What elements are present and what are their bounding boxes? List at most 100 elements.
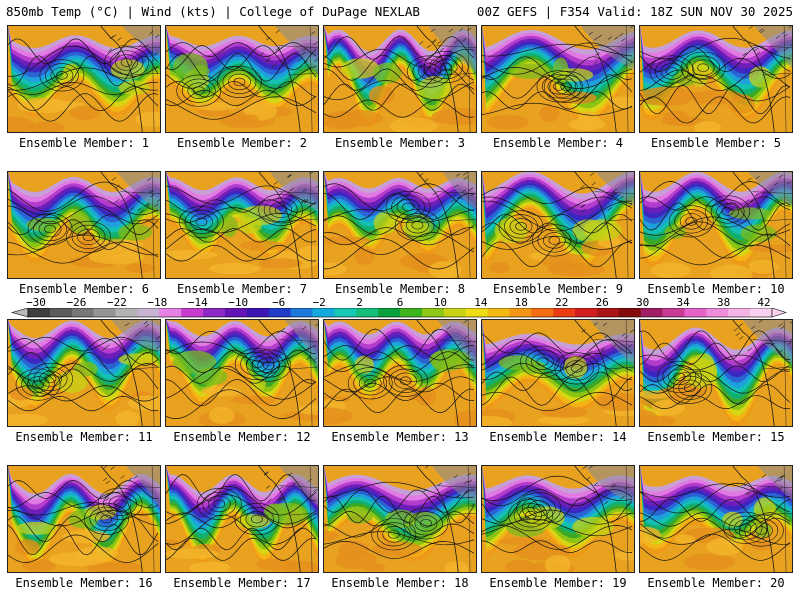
- colorbar-tick-label: 26: [595, 296, 609, 309]
- colorbar-tick-label: 38: [716, 296, 731, 309]
- colorbar-swatch: [312, 308, 335, 317]
- ensemble-member-map: [481, 465, 635, 573]
- colorbar-swatch: [290, 308, 313, 317]
- ensemble-member-map: [7, 171, 161, 279]
- ensemble-member-label: Ensemble Member: 1: [18, 136, 150, 150]
- ensemble-member-label: Ensemble Member: 4: [492, 136, 624, 150]
- ensemble-member-map: [323, 25, 477, 133]
- colorbar-swatch: [49, 308, 73, 317]
- ensemble-member-label: Ensemble Member: 7: [176, 282, 308, 296]
- chart-title: 850mb Temp (°C) | Wind (kts) | College o…: [6, 4, 420, 19]
- colorbar-swatch: [553, 308, 576, 317]
- colorbar-tick-label: −10: [228, 296, 249, 309]
- colorbar-swatch: [706, 308, 729, 317]
- colorbar-tick-label: −6: [272, 296, 286, 309]
- colorbar-swatch: [71, 308, 94, 317]
- ensemble-member-map: [639, 319, 793, 427]
- ensemble-member-label: Ensemble Member: 15: [647, 430, 785, 444]
- colorbar-swatch: [662, 308, 685, 317]
- ensemble-member-label: Ensemble Member: 10: [647, 282, 785, 296]
- colorbar-tick-label: 2: [356, 296, 363, 309]
- colorbar-swatch: [378, 308, 401, 317]
- colorbar-swatch: [137, 308, 160, 317]
- colorbar-swatch: [224, 308, 248, 317]
- valid-time-label: 00Z GEFS | F354 Valid: 18Z SUN NOV 30 20…: [476, 4, 793, 19]
- ensemble-member-label: Ensemble Member: 5: [650, 136, 782, 150]
- colorbar-max-arrow: [771, 308, 787, 318]
- ensemble-member-label: Ensemble Member: 17: [173, 576, 311, 590]
- ensemble-member-label: Ensemble Member: 20: [647, 576, 785, 590]
- temperature-colorbar: −30 −26 −22 −18 −14 −10 −6 −2 2 6 10 14 18 22 26 30 34 38…: [0, 296, 800, 320]
- colorbar-tick-label: 10: [433, 296, 448, 309]
- ensemble-member-map: [323, 171, 477, 279]
- colorbar-tick-labels: −30 −26 −22 −18 −14 −10 −6 −2 2 6 10 14 18 22 26 30 34 38…: [0, 296, 800, 309]
- ensemble-member-map: [639, 465, 793, 573]
- ensemble-member-label: Ensemble Member: 16: [15, 576, 153, 590]
- colorbar-tick-label: −30: [26, 296, 46, 309]
- ensemble-member-map: [7, 465, 161, 573]
- colorbar-swatch: [750, 308, 773, 317]
- ensemble-member-map: [7, 319, 161, 427]
- colorbar-swatch: [728, 308, 751, 317]
- colorbar-min-arrow: [10, 308, 29, 318]
- ensemble-member-map: [7, 25, 161, 133]
- colorbar-tick-label: −18: [147, 296, 168, 309]
- ensemble-member-map: [481, 171, 635, 279]
- ensemble-member-map: [165, 171, 319, 279]
- colorbar-swatch: [684, 308, 707, 317]
- colorbar-tick-label: 6: [396, 296, 404, 309]
- colorbar-swatch: [268, 308, 291, 317]
- colorbar-tick-label: −2: [312, 296, 326, 309]
- colorbar-tick-label: 42: [757, 296, 771, 309]
- colorbar-swatch: [203, 308, 226, 317]
- colorbar-swatch: [531, 308, 554, 317]
- ensemble-member-map: [639, 25, 793, 133]
- ensemble-member-map: [639, 171, 793, 279]
- ensemble-member-label: Ensemble Member: 19: [489, 576, 627, 590]
- colorbar-swatch: [246, 308, 269, 317]
- ensemble-member-map: [481, 319, 635, 427]
- ensemble-member-label: Ensemble Member: 11: [15, 430, 153, 444]
- colorbar-swatch: [640, 308, 663, 317]
- colorbar-swatch: [443, 308, 466, 317]
- ensemble-member-label: Ensemble Member: 12: [173, 430, 311, 444]
- ensemble-member-label: Ensemble Member: 13: [331, 430, 469, 444]
- ensemble-member-label: Ensemble Member: 18: [331, 576, 469, 590]
- colorbar-tick-label: −14: [187, 296, 208, 309]
- ensemble-member-label: Ensemble Member: 2: [176, 136, 308, 150]
- ensemble-member-map: [323, 319, 477, 427]
- colorbar-tick-label: 14: [474, 296, 488, 309]
- colorbar-swatch: [400, 308, 423, 317]
- colorbar-swatch: [93, 308, 116, 317]
- colorbar-tick-label: 34: [676, 296, 690, 309]
- ensemble-member-map: [165, 465, 319, 573]
- ensemble-member-label: Ensemble Member: 3: [334, 136, 466, 150]
- colorbar-swatch: [596, 308, 620, 317]
- colorbar-swatch: [421, 308, 445, 317]
- colorbar-tick-label: 30: [636, 296, 650, 309]
- ensemble-member-label: Ensemble Member: 6: [18, 282, 150, 296]
- colorbar-swatch: [334, 308, 357, 317]
- colorbar-swatch: [487, 308, 510, 317]
- colorbar-tick-label: −26: [66, 296, 87, 309]
- colorbar-swatch: [575, 308, 598, 317]
- ensemble-member-label: Ensemble Member: 8: [334, 282, 466, 296]
- colorbar-swatch: [28, 308, 51, 317]
- colorbar-swatch: [509, 308, 532, 317]
- colorbar-swatch: [465, 308, 488, 317]
- ensemble-member-map: [165, 319, 319, 427]
- colorbar-swatch: [356, 308, 379, 317]
- colorbar-tick-label: −22: [106, 296, 127, 309]
- colorbar-strip: [10, 308, 787, 318]
- ensemble-member-map: [481, 25, 635, 133]
- colorbar-swatch: [159, 308, 182, 317]
- colorbar-swatch: [115, 308, 138, 317]
- ensemble-member-label: Ensemble Member: 9: [492, 282, 624, 296]
- colorbar-tick-label: 22: [555, 296, 569, 309]
- ensemble-member-map: [165, 25, 319, 133]
- ensemble-member-label: Ensemble Member: 14: [489, 430, 627, 444]
- ensemble-member-map: [323, 465, 477, 573]
- colorbar-swatch: [181, 308, 204, 317]
- colorbar-swatch: [618, 308, 641, 317]
